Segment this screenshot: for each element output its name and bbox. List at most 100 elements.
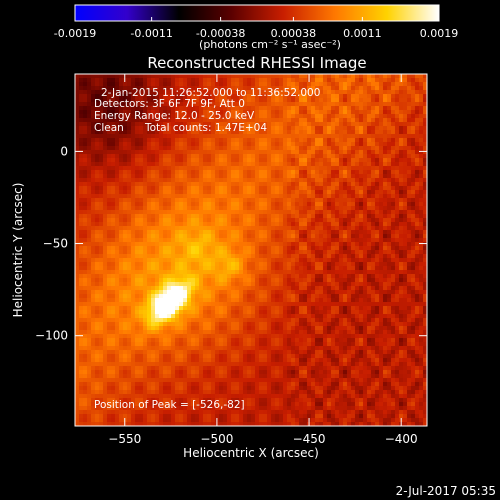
heatmap-cell: [167, 342, 172, 347]
heatmap-cell: [143, 242, 148, 247]
heatmap-cell: [127, 118, 132, 123]
heatmap-cell: [287, 290, 292, 295]
heatmap-cell: [199, 170, 204, 175]
heatmap-cell: [135, 130, 140, 135]
heatmap-cell: [219, 150, 224, 155]
heatmap-cell: [283, 350, 288, 355]
heatmap-cell: [299, 74, 304, 79]
heatmap-cell: [239, 234, 244, 239]
heatmap-cell: [251, 86, 256, 91]
heatmap-cell: [191, 238, 196, 243]
heatmap-cell: [127, 278, 132, 283]
heatmap-cell: [211, 74, 216, 79]
heatmap-cell: [179, 134, 184, 139]
heatmap-cell: [111, 246, 116, 251]
heatmap-cell: [123, 174, 128, 179]
heatmap-cell: [211, 406, 216, 411]
heatmap-cell: [295, 362, 300, 367]
heatmap-cell: [199, 382, 204, 387]
heatmap-cell: [247, 206, 252, 211]
heatmap-cell: [163, 122, 168, 127]
heatmap-cell: [155, 122, 160, 127]
heatmap-cell: [123, 214, 128, 219]
heatmap-cell: [267, 398, 272, 403]
heatmap-cell: [87, 146, 92, 151]
heatmap-cell: [99, 154, 104, 159]
heatmap-cell: [271, 82, 276, 87]
heatmap-cell: [167, 166, 172, 171]
heatmap-cell: [211, 146, 216, 151]
heatmap-cell: [223, 210, 228, 215]
heatmap-cell: [295, 110, 300, 115]
heatmap-cell: [155, 170, 160, 175]
heatmap-cell: [299, 78, 304, 83]
heatmap-cell: [299, 186, 304, 191]
heatmap-cell: [219, 286, 224, 291]
heatmap-cell: [175, 202, 180, 207]
heatmap-cell: [287, 106, 292, 111]
heatmap-cell: [179, 266, 184, 271]
heatmap-cell: [103, 254, 108, 259]
heatmap-cell: [139, 86, 144, 91]
heatmap-cell: [111, 110, 116, 115]
heatmap-cell: [199, 294, 204, 299]
heatmap-cell: [131, 266, 136, 271]
heatmap-cell: [139, 386, 144, 391]
heatmap-cell: [199, 350, 204, 355]
heatmap-cell: [187, 234, 192, 239]
heatmap-cell: [75, 78, 80, 83]
heatmap-cell: [179, 222, 184, 227]
heatmap-cell: [143, 222, 148, 227]
heatmap-cell: [95, 214, 100, 219]
heatmap-cell: [171, 226, 176, 231]
heatmap-cell: [95, 182, 100, 187]
heatmap-cell: [83, 250, 88, 255]
heatmap-cell: [111, 358, 116, 363]
heatmap-cell: [207, 374, 212, 379]
heatmap-cell: [175, 346, 180, 351]
heatmap-cell: [159, 82, 164, 87]
heatmap-cell: [91, 234, 96, 239]
heatmap-cell: [283, 258, 288, 263]
heatmap-cell: [91, 278, 96, 283]
heatmap-cell: [255, 346, 260, 351]
heatmap-cell: [203, 206, 208, 211]
heatmap-cell: [243, 366, 248, 371]
heatmap-cell: [211, 294, 216, 299]
heatmap-cell: [131, 78, 136, 83]
heatmap-cell: [75, 178, 80, 183]
heatmap-cell: [211, 422, 216, 426]
heatmap-cell: [203, 366, 208, 371]
heatmap-cell: [207, 178, 212, 183]
heatmap-cell: [151, 114, 156, 119]
heatmap-cell: [103, 278, 108, 283]
heatmap-cell: [131, 422, 136, 426]
heatmap-cell: [139, 122, 144, 127]
heatmap-cell: [75, 102, 80, 107]
heatmap-cell: [123, 266, 128, 271]
heatmap-cell: [203, 306, 208, 311]
heatmap-cell: [135, 110, 140, 115]
heatmap-cell: [187, 106, 192, 111]
heatmap-cell: [263, 198, 268, 203]
heatmap-cell: [195, 286, 200, 291]
heatmap-cell: [111, 274, 116, 279]
heatmap-cell: [255, 306, 260, 311]
heatmap-cell: [199, 142, 204, 147]
heatmap-cell: [227, 118, 232, 123]
heatmap-cell: [259, 74, 264, 79]
heatmap-cell: [203, 230, 208, 235]
heatmap-cell: [95, 346, 100, 351]
heatmap-cell: [107, 74, 112, 79]
heatmap-cell: [155, 294, 160, 299]
heatmap-cell: [267, 414, 272, 419]
heatmap-cell: [231, 334, 236, 339]
heatmap-cell: [83, 354, 88, 359]
heatmap-cell: [223, 374, 228, 379]
heatmap-cell: [271, 198, 276, 203]
heatmap-cell: [219, 378, 224, 383]
heatmap-cell: [219, 418, 224, 423]
heatmap-cell: [223, 106, 228, 111]
heatmap-cell: [79, 206, 84, 211]
heatmap-cell: [295, 370, 300, 375]
